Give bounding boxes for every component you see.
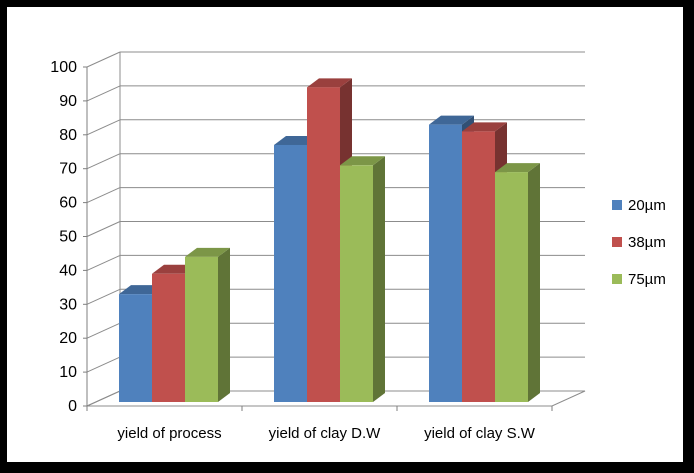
gridline-depth [86,187,121,204]
legend-swatch [612,274,622,284]
y-tick-label: 0 [68,398,77,415]
bar [462,131,495,402]
x-tick-label: yield of clay S.W [424,425,536,442]
bar [429,124,462,402]
bar [274,144,307,402]
chart-frame: 0 10 20 30 40 50 60 70 80 90 100 yield of process yi… [5,5,685,464]
gridline-depth [86,221,121,237]
gridline-depth [86,254,121,271]
gridline-depth [86,85,121,102]
y-tick-label: 10 [59,364,77,381]
legend-label: 38µm [628,234,666,251]
bar-chart: 0 10 20 30 40 50 60 70 80 90 100 yield of process yi… [50,51,666,442]
legend-label: 75µm [628,271,666,288]
bar [307,87,340,402]
x-tick-label: yield of process [117,425,221,442]
bar-side [218,247,230,402]
y-tick-label: 90 [59,93,77,110]
legend-swatch [612,200,622,210]
bar-top [429,115,474,125]
y-tick-label: 40 [59,262,77,279]
y-tick-label: 70 [59,161,77,178]
bar-top [185,247,230,257]
y-tick-label: 80 [59,127,77,144]
bar-side [373,156,385,402]
x-tick-label: yield of clay D.W [269,425,382,442]
legend-swatch [612,237,622,247]
y-tick-label: 100 [50,59,77,76]
bar-top [495,163,540,173]
y-tick-label: 20 [59,330,77,347]
bar [119,294,152,402]
bar-top [462,122,507,132]
bar [340,165,373,402]
gridline-depth [86,119,121,136]
y-tick-label: 50 [59,229,77,246]
gridline-depth [86,322,121,339]
gridline-depth [86,356,121,373]
bar-top [340,156,385,166]
legend-label: 20µm [628,197,666,214]
bar-side [528,163,540,402]
bar-top [307,78,352,88]
y-tick-label: 30 [59,296,77,313]
bar [185,256,218,402]
gridline-depth [86,51,121,68]
y-tick-label: 60 [59,195,77,212]
gridline-depth [86,153,121,170]
bar [152,273,185,402]
gridline-depth [86,288,121,305]
bar [495,172,528,402]
